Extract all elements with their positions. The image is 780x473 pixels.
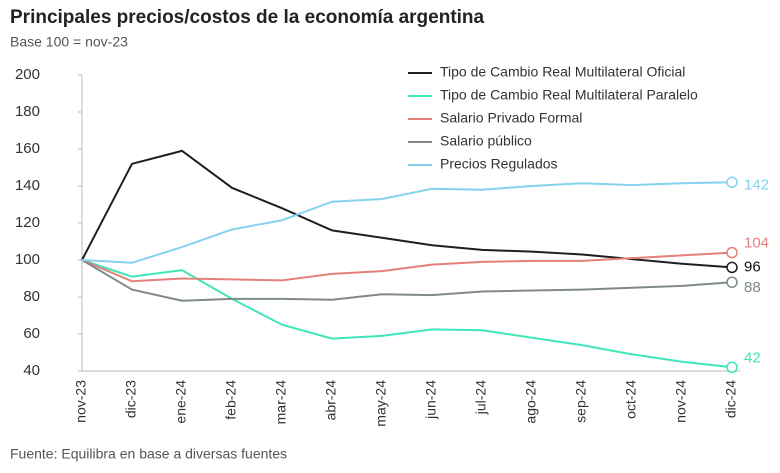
x-tick-label: nov-24: [673, 380, 689, 423]
x-tick-label: ago-24: [523, 380, 539, 424]
x-tick-label: mar-24: [273, 380, 289, 425]
chart-title: Principales precios/costos de la economí…: [10, 7, 485, 28]
data-label: 104: [744, 235, 769, 252]
x-tick-label: dic-23: [123, 380, 139, 418]
x-tick-label: oct-24: [623, 380, 639, 419]
y-tick-label: 120: [15, 214, 40, 231]
x-tick-label: feb-24: [223, 380, 239, 420]
series-line: [81, 181, 733, 264]
x-tick-label: may-24: [373, 380, 389, 427]
legend-label: Precios Regulados: [440, 156, 558, 172]
y-tick-label: 60: [23, 325, 40, 342]
series-line: [81, 149, 733, 269]
data-label: 88: [744, 279, 761, 296]
data-label: 96: [744, 258, 761, 275]
series-line: [81, 259, 733, 302]
x-tick-label: nov-23: [73, 380, 89, 423]
chart-subtitle: Base 100 = nov-23: [10, 34, 128, 50]
y-tick-label: 80: [23, 288, 40, 305]
y-tick-label: 140: [15, 177, 40, 194]
source-note: Fuente: Equilibra en base a diversas fue…: [10, 446, 287, 462]
y-tick-label: 200: [15, 66, 40, 83]
data-label: 142: [744, 176, 769, 193]
series-line: [81, 251, 733, 283]
x-tick-label: jul-24: [473, 380, 489, 415]
x-tick-label: sep-24: [573, 380, 589, 423]
legend-label: Tipo de Cambio Real Multilateral Paralel…: [440, 87, 698, 103]
end-marker: [726, 261, 738, 274]
end-marker: [726, 176, 738, 189]
legend-label: Salario Privado Formal: [440, 110, 582, 126]
end-marker: [726, 276, 738, 288]
x-tick-label: ene-24: [173, 380, 189, 424]
y-tick-label: 160: [15, 140, 40, 157]
legend-label: Tipo de Cambio Real Multilateral Oficial: [440, 64, 685, 80]
y-tick-label: 40: [23, 362, 40, 379]
end-marker: [726, 246, 738, 259]
x-tick-label: abr-24: [323, 380, 339, 421]
y-tick-label: 100: [15, 251, 40, 268]
legend-label: Salario público: [440, 133, 532, 149]
end-marker: [726, 361, 738, 374]
series-line: [81, 259, 733, 369]
y-tick-label: 180: [15, 103, 40, 120]
x-tick-label: dic-24: [723, 380, 739, 418]
data-label: 42: [744, 349, 761, 366]
x-tick-label: jun-24: [423, 380, 439, 420]
